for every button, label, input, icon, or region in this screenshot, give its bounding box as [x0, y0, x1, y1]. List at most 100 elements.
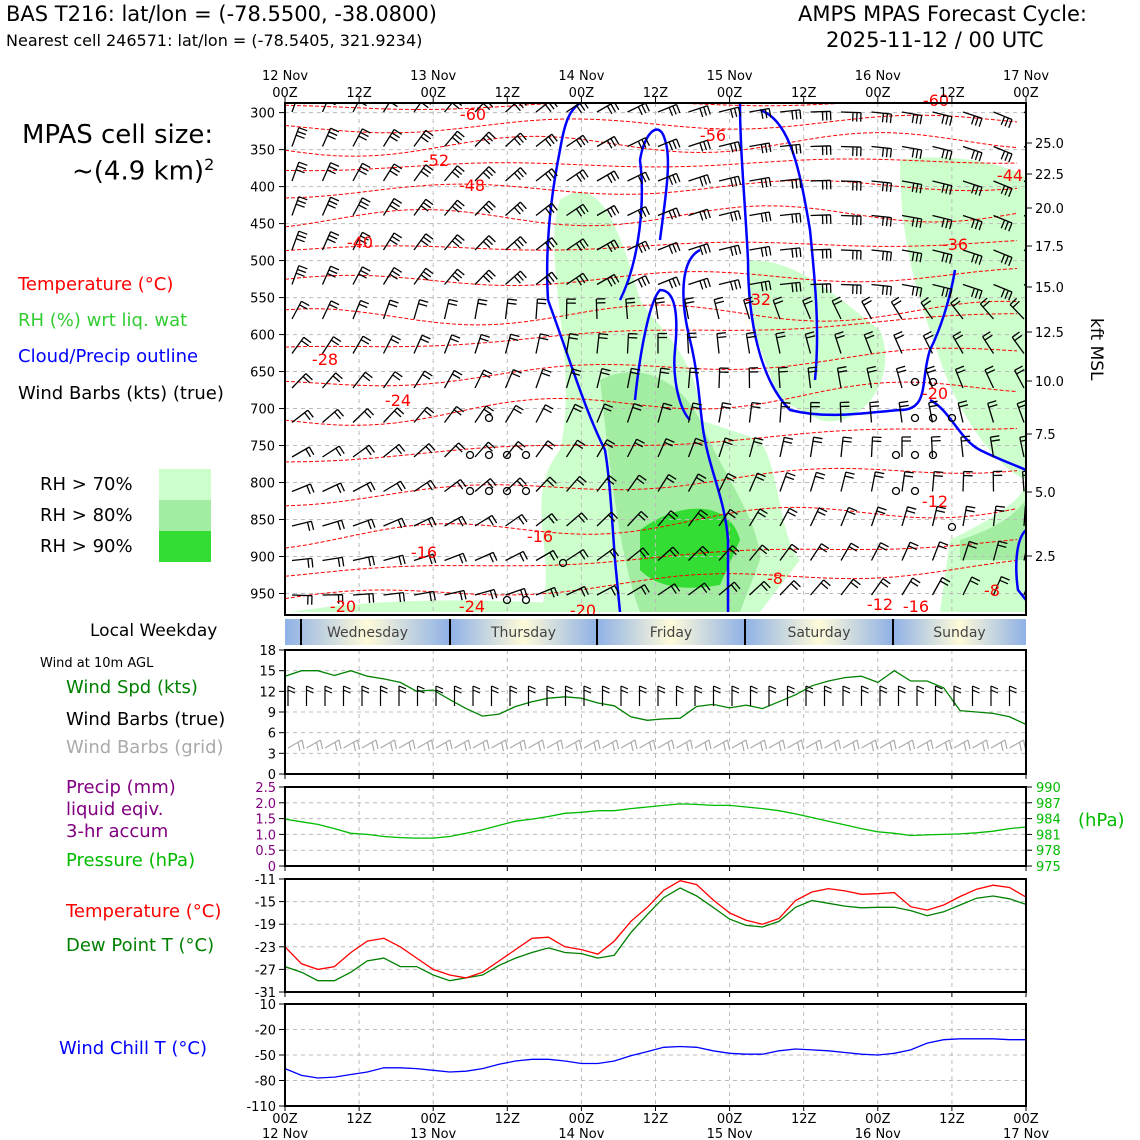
wind-barb	[291, 161, 308, 182]
wind-barb	[627, 547, 650, 562]
wind-barb	[413, 553, 437, 565]
wind-barb	[444, 442, 466, 458]
wind-barb	[444, 234, 465, 251]
wind-barb-true	[490, 685, 499, 706]
wind-barb	[352, 481, 376, 493]
wind-barb	[992, 576, 1010, 596]
wind-barb-true	[675, 685, 684, 706]
weekday-name: Sunday	[933, 625, 985, 641]
cloud-outline-3	[633, 288, 691, 421]
wind-barb	[657, 367, 670, 389]
wind-barb	[749, 211, 772, 223]
wind-barb-true	[860, 685, 869, 706]
wind-barb-true	[712, 685, 721, 706]
wind-barb	[535, 168, 558, 182]
wind-barb	[383, 591, 406, 603]
pressure-tick-label: 950	[250, 588, 275, 603]
wind-barb	[871, 283, 893, 296]
wind-barb	[779, 143, 802, 155]
wind-barb-true	[990, 685, 999, 706]
wind-barb	[993, 283, 1013, 301]
wind-barb	[952, 331, 964, 354]
wind-barb	[444, 552, 468, 564]
wind-barb	[718, 545, 740, 561]
wind-barb	[962, 249, 983, 265]
pressure-tick-label: 984	[1036, 813, 1061, 828]
wind-barb	[627, 275, 650, 288]
wind-barb	[718, 210, 742, 222]
pressure-tick-label: 650	[250, 366, 275, 381]
wind-barb	[748, 472, 766, 492]
wind-barb-true	[953, 685, 962, 706]
wind-barb	[993, 180, 1013, 198]
wind-barb	[870, 506, 887, 527]
wind-barb	[932, 111, 953, 126]
kft-tick-label: 17.5	[1035, 240, 1064, 255]
wind-barb-grid	[805, 739, 823, 752]
wind-barb-grid	[361, 739, 379, 752]
legend-rh70-swatch	[159, 469, 211, 500]
wind-barb	[382, 197, 403, 216]
wind-barb	[444, 478, 467, 493]
wind-barb	[657, 276, 681, 289]
wind-barb	[321, 196, 340, 216]
wind-barb	[779, 543, 800, 561]
kft-tick-label: 2.5	[1035, 550, 1056, 565]
weekday-bar: Wednesday Thursday Friday Saturday Sunday	[285, 619, 1026, 645]
temperature-contour-label: -8	[767, 569, 783, 588]
wind-barb	[413, 299, 429, 320]
wind-barb	[413, 164, 434, 182]
wind-barb	[993, 145, 1013, 163]
wind-barb-grid	[972, 739, 990, 752]
cloud-outline-6	[759, 108, 819, 381]
panel-y-tick-label: 9	[268, 706, 276, 721]
temperature-contour-label: -56	[700, 126, 726, 145]
wind-barb	[352, 335, 372, 354]
wind-barb	[382, 232, 403, 251]
wind-barb	[505, 103, 527, 113]
wind-barb	[444, 515, 467, 527]
wind-barb	[504, 404, 524, 423]
wind-barbs-grid-label: Wind Barbs (grid)	[66, 737, 224, 758]
wind-barb	[291, 483, 315, 495]
wind-barb	[474, 514, 498, 527]
dewpoint-line	[284, 887, 1027, 982]
bottom-hour-label: 12Z	[643, 1112, 669, 1127]
wind-barb-true	[786, 685, 795, 706]
panel-y-tick-label: 15	[259, 665, 276, 680]
wind-barb	[807, 366, 818, 389]
wind-barb	[688, 582, 711, 596]
temperature-line	[284, 880, 1027, 979]
wind-barb	[779, 109, 802, 120]
wind-barb	[291, 196, 308, 216]
wind-barb	[413, 516, 437, 528]
wind-barb	[893, 331, 904, 354]
temperature-contour-label: -28	[312, 350, 338, 369]
wind-barb	[777, 366, 788, 389]
wind-barb	[383, 480, 406, 493]
wind-barb	[809, 507, 828, 527]
temperature-panel: -11 -15 -19 -23 -27 -31	[255, 873, 1027, 1001]
wind-barb	[596, 170, 620, 184]
wind-barb	[535, 103, 558, 113]
wind-barb	[688, 139, 711, 152]
wind-barb	[352, 162, 371, 182]
kft-tick-label: 22.5	[1035, 168, 1064, 183]
wind-barb	[932, 145, 953, 161]
wind-barb	[901, 436, 911, 457]
wind-barb	[718, 402, 732, 423]
wind-barb	[993, 249, 1013, 267]
temp-contour	[285, 539, 1018, 577]
wind-barb	[474, 103, 496, 113]
top-day-label: 12 Nov	[262, 69, 308, 84]
wind-barb-grid	[287, 739, 305, 752]
wind-barb	[322, 519, 345, 531]
wind-barb	[932, 180, 953, 195]
wind-barb	[687, 509, 709, 527]
wind-barb-true	[601, 685, 610, 706]
precip-label-2: liquid eqiv.	[66, 799, 164, 820]
calm-circle	[521, 486, 531, 496]
wind-barb-true	[527, 685, 536, 706]
wind-barb	[840, 283, 862, 295]
wind-barb	[413, 267, 434, 285]
